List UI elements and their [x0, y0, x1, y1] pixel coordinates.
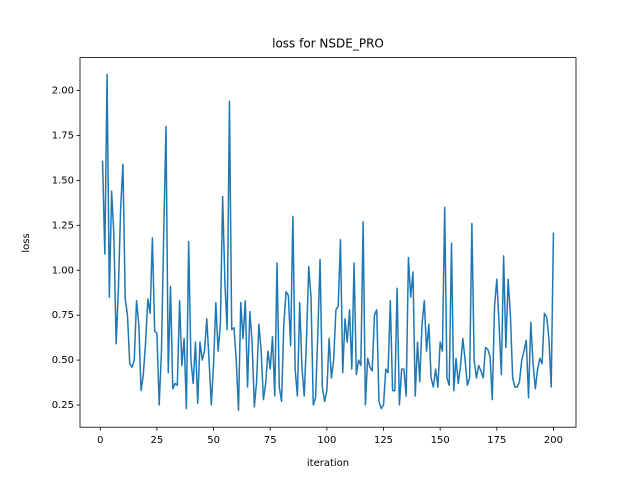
chart-title: loss for NSDE_PRO	[272, 37, 384, 51]
y-tick-label: 0.75	[52, 310, 74, 321]
x-tick-label: 100	[317, 435, 336, 446]
x-tick-label: 200	[544, 435, 563, 446]
x-axis-label: iteration	[307, 458, 349, 469]
x-tick-label: 125	[374, 435, 393, 446]
x-tick-label: 50	[207, 435, 220, 446]
loss-line	[101, 73, 555, 412]
x-tick-label: 150	[431, 435, 450, 446]
x-tick-label: 75	[264, 435, 277, 446]
y-tick-label: 2.00	[52, 86, 74, 97]
y-axis-label: loss	[21, 233, 32, 252]
x-tick-label: 25	[151, 435, 164, 446]
x-tick-label: 0	[97, 435, 103, 446]
y-tick-label: 0.50	[52, 355, 74, 366]
y-tick-label: 1.25	[52, 220, 74, 231]
y-tick-label: 1.00	[52, 265, 74, 276]
y-tick-label: 1.75	[52, 130, 74, 141]
plot-frame	[79, 57, 577, 428]
x-tick-label: 175	[487, 435, 506, 446]
y-tick-label: 1.50	[52, 175, 74, 186]
y-tick-label: 0.25	[52, 400, 74, 411]
